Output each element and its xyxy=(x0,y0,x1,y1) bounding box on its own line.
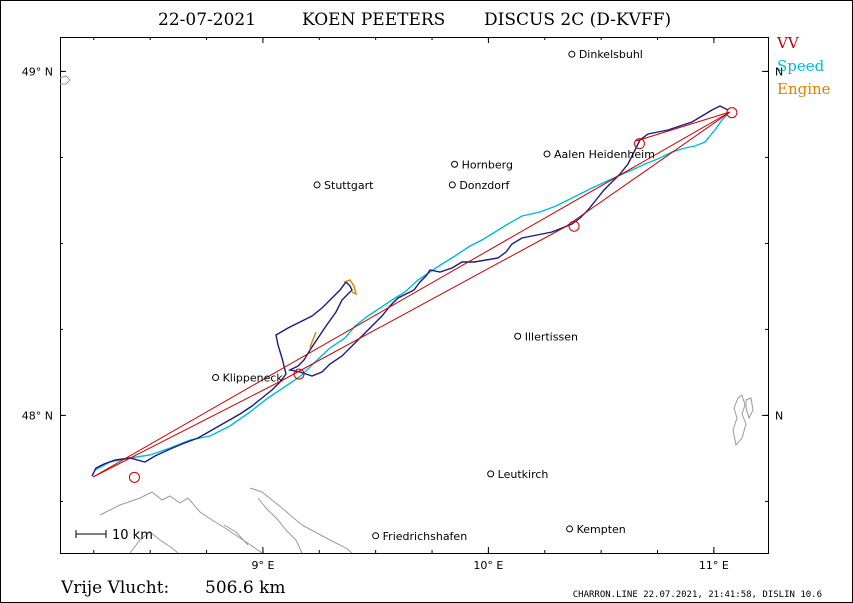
turnpoint-marker xyxy=(128,471,140,483)
city-label: Leutkirch xyxy=(498,468,549,481)
city-marker xyxy=(568,50,576,58)
city-label: Illertissen xyxy=(525,330,578,343)
city-label: Donzdorf xyxy=(459,179,510,192)
scale-bar xyxy=(75,530,107,538)
turnpoint-marker xyxy=(633,138,645,150)
title-pilot: KOEN PEETERS xyxy=(302,10,445,30)
axis-ticks xyxy=(60,37,768,553)
city-marker xyxy=(487,470,495,478)
city-marker xyxy=(451,160,459,168)
city-marker xyxy=(543,150,551,158)
engine-segments xyxy=(309,279,358,349)
title-date: 22-07-2021 xyxy=(158,10,256,30)
city-label: Aalen Heidenheim xyxy=(554,148,655,161)
turnpoint-marker xyxy=(726,107,738,119)
coast-outline-east xyxy=(59,75,754,447)
city-label: Klippeneck xyxy=(223,372,284,385)
scale-bar-label: 10 km xyxy=(112,528,153,543)
summary-label: Vrije Vlucht: xyxy=(60,578,169,598)
city-marker xyxy=(212,374,220,382)
lat-tick-label-right: N xyxy=(775,65,783,78)
flight-track xyxy=(91,105,729,477)
lake-constance-outline xyxy=(99,487,353,554)
city-label: Dinkelsbuhl xyxy=(579,48,643,61)
city-label: Kempten xyxy=(577,523,626,536)
lon-tick-label: 10° E xyxy=(473,559,503,572)
turnpoints xyxy=(128,107,738,483)
city-label: Friedrichshafen xyxy=(383,530,468,543)
lat-tick-label: 48° N xyxy=(22,409,53,422)
city-label: Hornberg xyxy=(462,158,513,171)
summary-distance: 506.6 km xyxy=(205,578,286,598)
legend-speed: Speed xyxy=(777,57,825,75)
lat-tick-label-right: N xyxy=(775,409,783,422)
city-marker xyxy=(448,181,456,189)
lat-tick-label: 49° N xyxy=(22,65,53,78)
city-label: Stuttgart xyxy=(324,179,374,192)
city-marker xyxy=(313,181,321,189)
map-frame xyxy=(60,37,769,554)
lon-tick-label: 9° E xyxy=(251,559,274,572)
lon-tick-label: 11° E xyxy=(699,559,729,572)
legend-engine: Engine xyxy=(777,80,831,98)
title-glider: DISCUS 2C (D-KVFF) xyxy=(484,10,671,30)
legend-vv: VV xyxy=(776,34,800,52)
cities: Dinkelsbuhl Aalen Heidenheim Hornberg Stutt… xyxy=(212,48,655,543)
footer-text: CHARRON.LINE 22.07.2021, 21:41:58, DISLI… xyxy=(573,590,822,600)
turnpoint-marker xyxy=(293,368,305,380)
city-marker xyxy=(372,532,380,540)
axis-tick-labels: 9° E 10° E 11° E 49° N N 48° N N xyxy=(22,65,783,572)
turnpoint-marker xyxy=(568,220,580,232)
task-legs xyxy=(92,111,731,478)
city-marker xyxy=(514,332,522,340)
speed-track xyxy=(94,113,729,471)
city-marker xyxy=(566,525,574,533)
